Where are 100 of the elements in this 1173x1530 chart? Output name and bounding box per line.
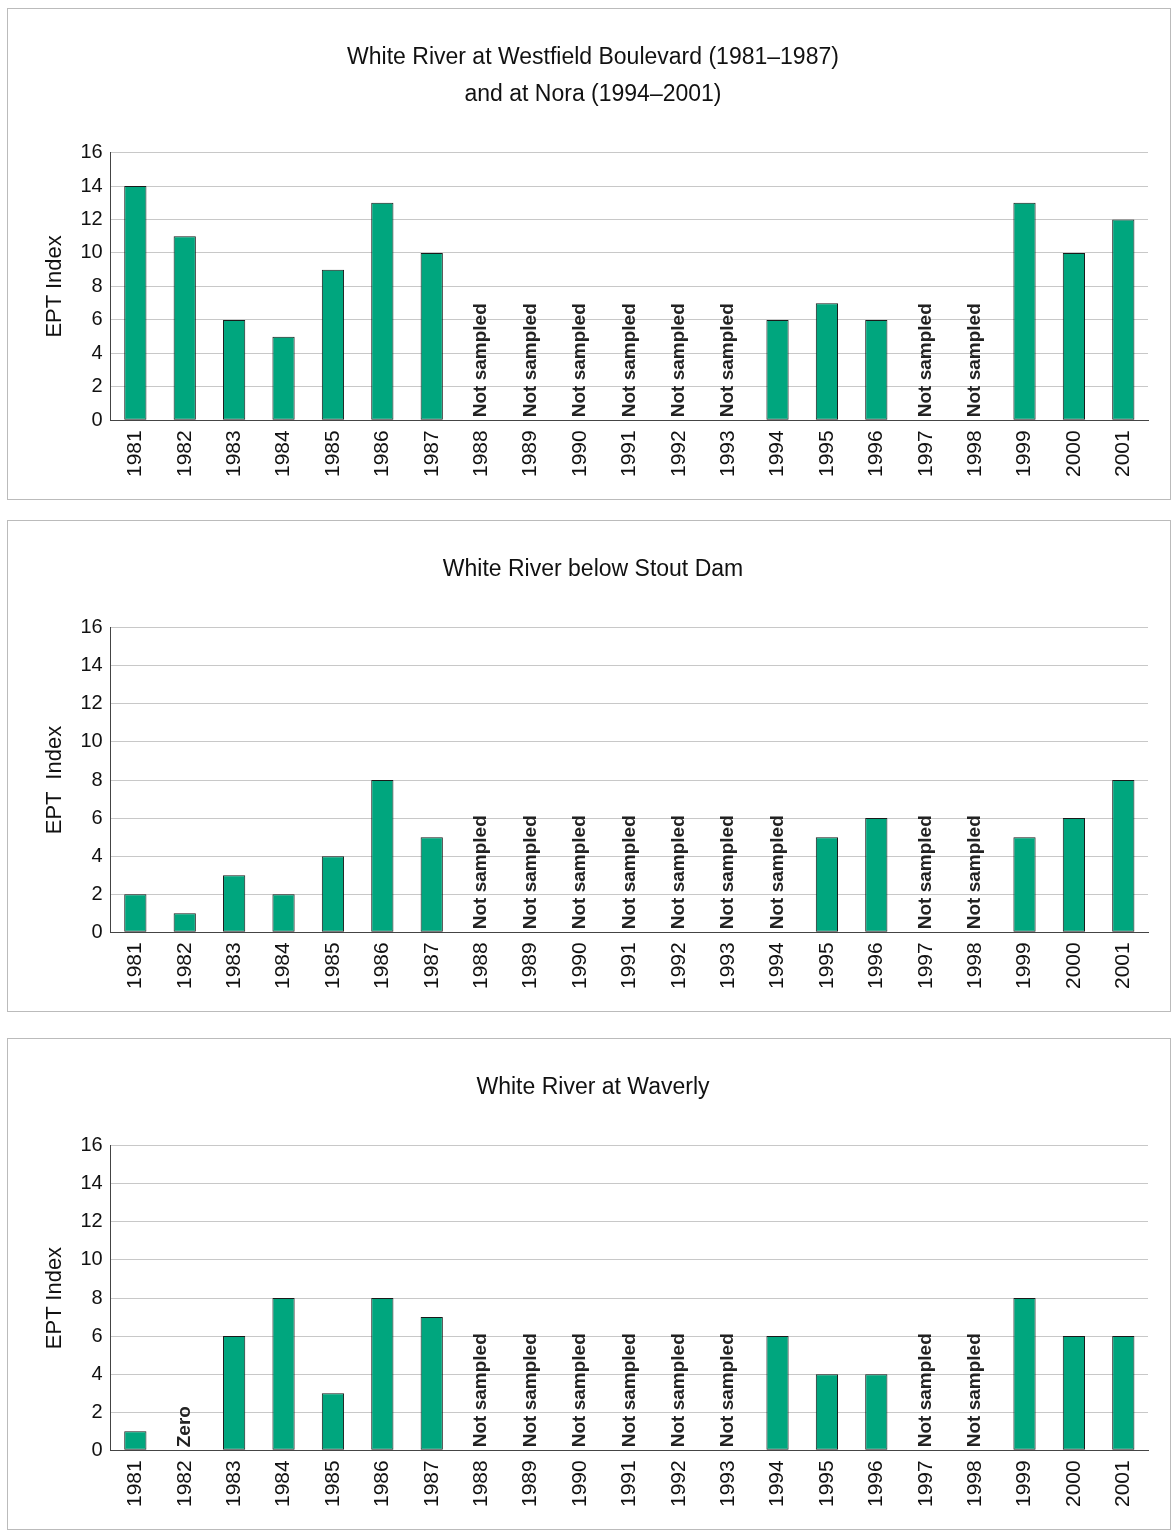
x-tick-label: 1993 xyxy=(714,1460,738,1507)
text: Not sampled xyxy=(963,815,985,930)
x-tick-label: 1989 xyxy=(517,430,541,477)
y-tick-label: 8 xyxy=(91,273,103,296)
y-tick-label: 12 xyxy=(80,1209,103,1232)
y-tick-label: 10 xyxy=(80,1247,103,1270)
x-tick-label: 1989 xyxy=(517,1460,541,1507)
x-tick-label: 1993 xyxy=(714,430,738,477)
x-tick-label: 1986 xyxy=(369,430,393,477)
x-tick-label: 1994 xyxy=(764,429,788,477)
y-axis-title: EPT Index xyxy=(41,235,67,338)
x-tick-label: 1987 xyxy=(418,942,442,989)
chart-title: White River at Westfield Boulevard (1981–1987) and at Nora (1994–2001) xyxy=(347,42,839,106)
x-tick-label: 1991 xyxy=(616,942,640,989)
x-tick-label: 1985 xyxy=(319,942,343,989)
x-tick-label: 1995 xyxy=(813,1460,837,1507)
text: Not sampled xyxy=(518,815,540,930)
x-tick-label: 1999 xyxy=(1011,430,1035,477)
text: Not sampled xyxy=(963,1333,985,1448)
x-tick-label: 1994 xyxy=(764,941,788,989)
x-tick-label: 1990 xyxy=(566,942,590,989)
y-tick-label: 16 xyxy=(80,1133,103,1156)
x-tick-label: 1996 xyxy=(863,430,887,477)
chart-title: White River at Waverly xyxy=(476,1072,711,1099)
x-tick-label: 1991 xyxy=(616,430,640,477)
x-tick-label: 1985 xyxy=(319,430,343,477)
y-tick-label: 10 xyxy=(80,240,103,263)
x-tick-label: 1982 xyxy=(171,1460,195,1507)
x-tick-label: 1992 xyxy=(665,430,689,477)
x-tick-label: 1984 xyxy=(270,941,294,989)
x-tick-label: 1999 xyxy=(1011,942,1035,989)
y-tick-label: 8 xyxy=(91,1285,103,1308)
x-tick-label: 1984 xyxy=(270,1459,294,1507)
y-tick-label: 12 xyxy=(80,207,103,230)
x-tick-label: 1998 xyxy=(961,942,985,989)
x-tick-label: 1984 xyxy=(270,429,294,477)
x-tick-label: 1986 xyxy=(369,942,393,989)
text: Not sampled xyxy=(568,1333,590,1448)
y-tick-label: 2 xyxy=(91,881,103,904)
y-tick-label: 2 xyxy=(91,1399,103,1422)
x-tick-label: 1983 xyxy=(220,430,244,477)
text: Not sampled xyxy=(913,1333,935,1448)
x-tick-label: 1996 xyxy=(863,1460,887,1507)
y-tick-label: 0 xyxy=(91,407,103,430)
y-tick-label: 14 xyxy=(80,173,103,196)
x-tick-label: 1982 xyxy=(171,942,195,989)
text: Not sampled xyxy=(469,815,491,930)
x-tick-label: 1981 xyxy=(122,430,146,477)
x-tick-label: 1992 xyxy=(665,942,689,989)
x-tick-label: 1990 xyxy=(566,1460,590,1507)
text: Not sampled xyxy=(963,303,985,418)
x-tick-label: 1998 xyxy=(961,1460,985,1507)
y-tick-label: 6 xyxy=(91,805,103,828)
x-tick-label: 2000 xyxy=(1060,942,1084,989)
text: Not sampled xyxy=(666,815,688,930)
x-tick-label: 1998 xyxy=(961,430,985,477)
x-tick-label: 1994 xyxy=(764,1459,788,1507)
x-tick-label: 1981 xyxy=(122,942,146,989)
x-tick-label: 1996 xyxy=(863,942,887,989)
y-axis-title: EPT Index xyxy=(41,1246,67,1350)
text: Not sampled xyxy=(666,303,688,418)
y-tick-label: 12 xyxy=(80,691,103,714)
x-tick-label: 1991 xyxy=(616,1460,640,1507)
x-tick-label: 1997 xyxy=(912,430,936,477)
x-tick-label: 1995 xyxy=(813,430,837,477)
y-tick-label: 16 xyxy=(80,140,103,163)
y-tick-label: 6 xyxy=(91,1323,103,1346)
chart-title: White River below Stout Dam xyxy=(442,554,744,581)
text: Not sampled xyxy=(469,303,491,418)
x-tick-label: 1997 xyxy=(912,942,936,989)
x-tick-label: 1988 xyxy=(467,942,491,989)
x-tick-label: 2001 xyxy=(1110,942,1134,989)
text: Not sampled xyxy=(617,303,639,418)
text: Not sampled xyxy=(518,303,540,418)
x-tick-label: 2001 xyxy=(1110,1460,1134,1507)
y-tick-label: 0 xyxy=(91,919,103,942)
text: Not sampled xyxy=(765,815,787,930)
data-label: Zero xyxy=(172,1406,194,1448)
text: Not sampled xyxy=(716,303,738,418)
x-tick-label: 1987 xyxy=(418,1460,442,1507)
text: Not sampled xyxy=(716,1333,738,1448)
y-tick-label: 4 xyxy=(91,340,103,363)
x-tick-label: 1999 xyxy=(1011,1460,1035,1507)
y-tick-label: 2 xyxy=(91,374,103,397)
text: Not sampled xyxy=(469,1333,491,1448)
y-tick-label: 0 xyxy=(91,1437,103,1460)
x-tick-label: 1988 xyxy=(467,430,491,477)
x-tick-label: 1982 xyxy=(171,430,195,477)
x-tick-label: 1992 xyxy=(665,1460,689,1507)
y-tick-label: 8 xyxy=(91,767,103,790)
y-tick-label: 6 xyxy=(91,307,103,330)
text: Not sampled xyxy=(617,1333,639,1448)
x-tick-label: 1987 xyxy=(418,430,442,477)
x-tick-label: 1985 xyxy=(319,1460,343,1507)
text: Not sampled xyxy=(716,815,738,930)
x-tick-label: 1990 xyxy=(566,430,590,477)
y-tick-label: 10 xyxy=(80,729,103,752)
x-tick-label: 1993 xyxy=(714,942,738,989)
x-tick-label: 1988 xyxy=(467,1460,491,1507)
x-tick-label: 2000 xyxy=(1060,430,1084,477)
